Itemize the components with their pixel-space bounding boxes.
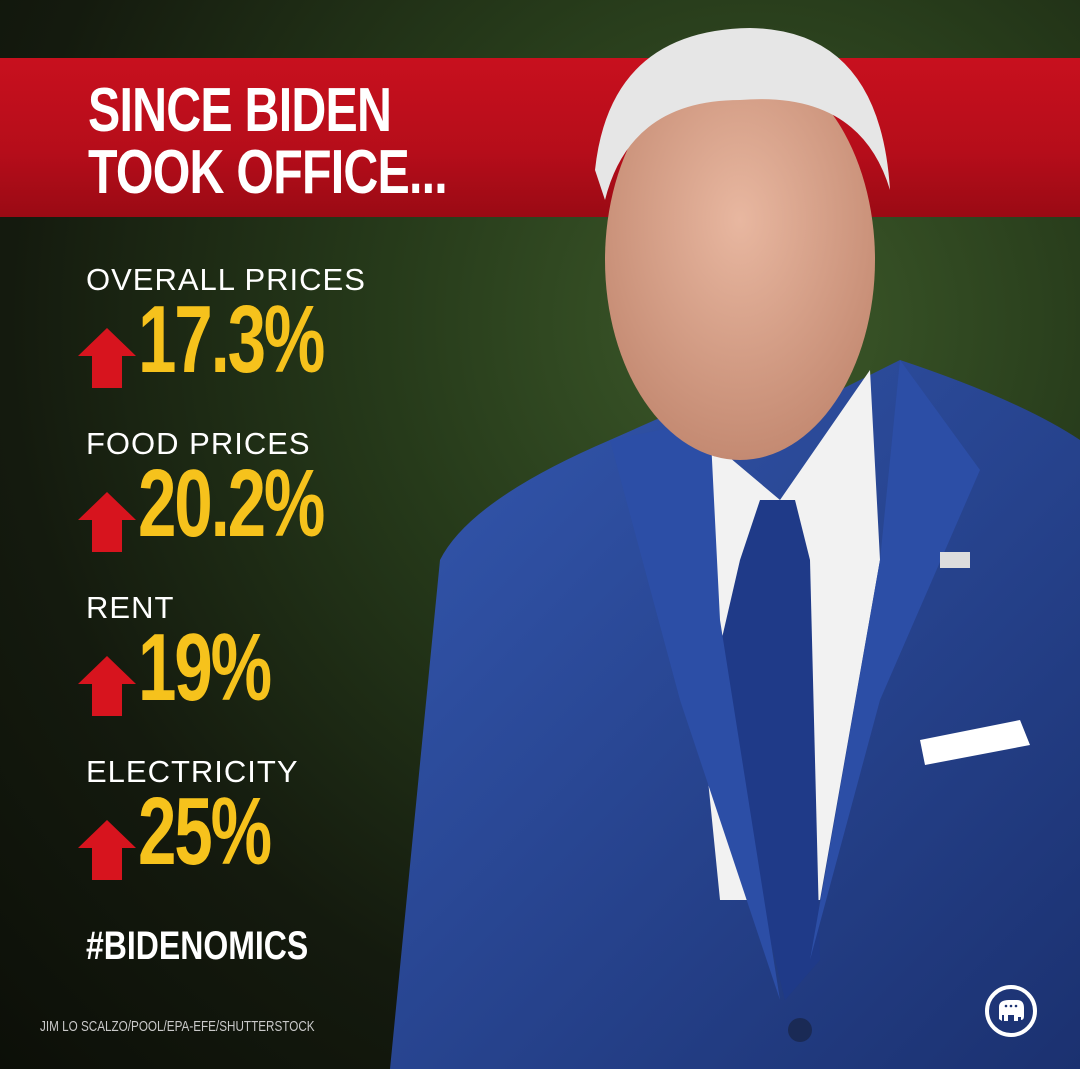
gop-elephant-logo-icon [985,985,1037,1037]
stat-label: FOOD PRICES [86,426,311,461]
headline: SINCE BIDEN TOOK OFFICE... [88,76,448,207]
stat-food-prices: FOOD PRICES 20.2% [78,426,325,552]
hashtag: #BIDENOMICS [86,924,309,968]
stat-label: RENT [86,590,175,625]
stat-overall-prices: OVERALL PRICES 17.3% [78,262,366,393]
stat-value: 25% [138,778,272,885]
stat-value: 19% [138,614,272,721]
stat-value: 17.3% [138,286,325,393]
headline-line-2: TOOK OFFICE... [88,138,448,207]
photo-of-man-in-suit [390,28,1080,1069]
stat-label: OVERALL PRICES [86,262,366,297]
stat-value: 20.2% [138,450,325,557]
red-banner [0,58,1080,217]
stat-label: ELECTRICITY [86,754,299,789]
headline-line-1: SINCE BIDEN [88,76,392,145]
stat-rent: RENT 19% [78,590,272,716]
photo-credit: JIM LO SCALZO/POOL/EPA-EFE/SHUTTERSTOCK [40,1018,315,1035]
stat-electricity: ELECTRICITY 25% [78,754,299,885]
